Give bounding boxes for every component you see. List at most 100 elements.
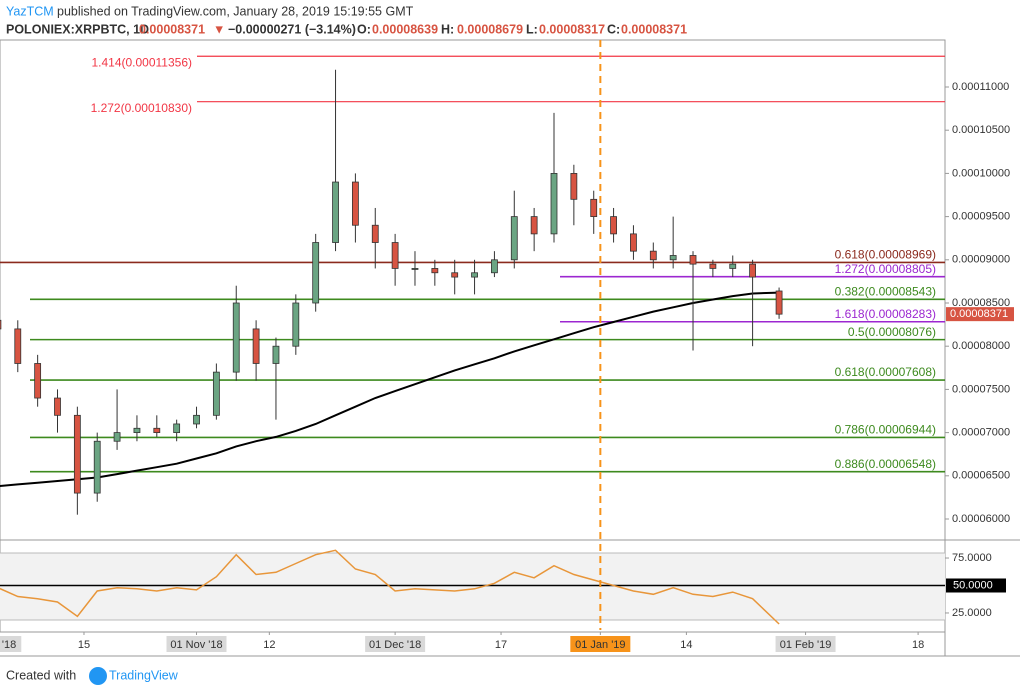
x-tick-box [0,636,22,652]
candle-body [312,242,320,304]
fib-label: 0.786(0.00006944) [835,423,936,437]
y-tick-label: 0.00010500 [952,124,1010,136]
symbol: POLONIEX:XRPBTC, 1D [6,22,149,36]
x-tick-label: 01 Dec '18 [369,639,421,651]
rsi-tick-label: 25.0000 [952,607,992,619]
candle-body [669,255,677,261]
y-tick-label: 0.00010000 [952,167,1010,179]
y-tick-label: 0.00011000 [952,81,1009,93]
footer: Created with TradingView [6,667,179,685]
rsi-line [0,549,780,625]
fib-label: 0.618(0.00008969) [835,248,936,262]
x-tick-label: 01 Oct '18 [0,639,16,651]
candle-body [630,233,637,252]
candle-body [54,397,61,416]
candle-body [471,272,478,278]
y-tick-label: 0.00007000 [952,427,1010,439]
open: 0.00008639 [372,22,438,36]
y-tick-label: 0.00006500 [952,470,1010,482]
last-price-tag [946,307,1014,322]
close: 0.00008371 [621,22,687,36]
x-tick-label: 18 [912,639,924,651]
fib-label: 0.382(0.00008543) [835,284,936,298]
candle-body [93,440,101,494]
rsi-tick-label: 50.0000 [953,579,993,591]
candle-body [775,290,783,315]
candle-body [113,432,121,442]
last: 0.00008371 [139,22,205,36]
candle-body [411,268,419,270]
candle-body [332,181,339,243]
candle-body [153,427,161,434]
x-tick-label: 17 [495,639,507,651]
candle-body [550,173,558,235]
y-tick-label: 0.00008500 [952,297,1010,309]
last-price-label: 0.00008371 [950,308,1008,320]
candle-body [510,216,518,261]
fib-label: 0.886(0.00006548) [835,457,936,471]
o-label: O: [357,22,371,36]
x-tick-box [365,636,426,652]
candle-body [709,263,717,269]
candle-body [272,345,280,364]
candle-body [530,216,538,235]
footer-brand[interactable]: TradingView [109,668,179,682]
candle-body [232,302,240,373]
fib-label: 1.414(0.00011356) [91,55,192,69]
fib-label: 1.618(0.00008283) [835,307,936,321]
x-tick-label: 12 [263,639,275,651]
x-tick-label: 15 [78,639,90,651]
rsi-mid-tag [946,578,1006,593]
rsi-band [0,553,945,620]
candle-body [0,319,2,330]
candle-body [193,414,200,425]
author[interactable]: YazTCM [6,4,54,18]
fib-label: 0.5(0.00008076) [848,325,936,339]
layer: 0.00006000 0.00006500 0.00007000 0.00007500… [0,40,1014,652]
x-tick-box [166,636,227,652]
c-label: C: [607,22,620,36]
x-tick-label: 01 Jan '19 [575,639,625,651]
x-tick-label: 14 [680,639,692,651]
candle-body [610,216,617,235]
candle-body [73,414,81,494]
low: 0.00008317 [539,22,605,36]
candle-body [173,423,181,434]
candle-body [351,181,359,226]
candle-body [14,328,22,364]
fib-label: 0.618(0.00007608) [835,365,936,379]
l-label: L: [526,22,538,36]
change: −0.00000271 (−3.14%) [228,22,356,36]
candle-body [590,198,598,218]
candle-body [371,224,379,243]
candle-body [689,255,697,265]
arrow: ▼ [213,22,225,36]
candle-body [729,263,737,269]
published: published on TradingView.com, January 28… [57,4,414,18]
candle-body [391,242,399,269]
candle-body [649,250,657,261]
candle-body [252,328,260,364]
x-tick-label: 01 Feb '19 [780,639,832,651]
x-tick-label: 01 Nov '18 [170,639,222,651]
candle-body [34,363,42,399]
y-tick-label: 0.00006000 [952,513,1010,525]
y-tick-label: 0.00008000 [952,340,1010,352]
footer-text: Created with [6,668,76,682]
y-tick-label: 0.00007500 [952,383,1010,395]
candle-body [212,371,220,416]
h-label: H: [441,22,454,36]
fib-label: 1.272(0.00010830) [91,101,192,115]
candle-body [292,302,300,347]
y-tick-label: 0.00009500 [952,211,1010,223]
y-tick-label: 0.00009000 [952,254,1010,266]
logo [89,667,107,685]
rsi-tick-label: 75.0000 [952,552,992,564]
x-tick-box [775,636,836,652]
candle-body [431,268,439,274]
x-tick-box [570,636,631,652]
high: 0.00008679 [457,22,523,36]
candle-body [749,263,756,278]
